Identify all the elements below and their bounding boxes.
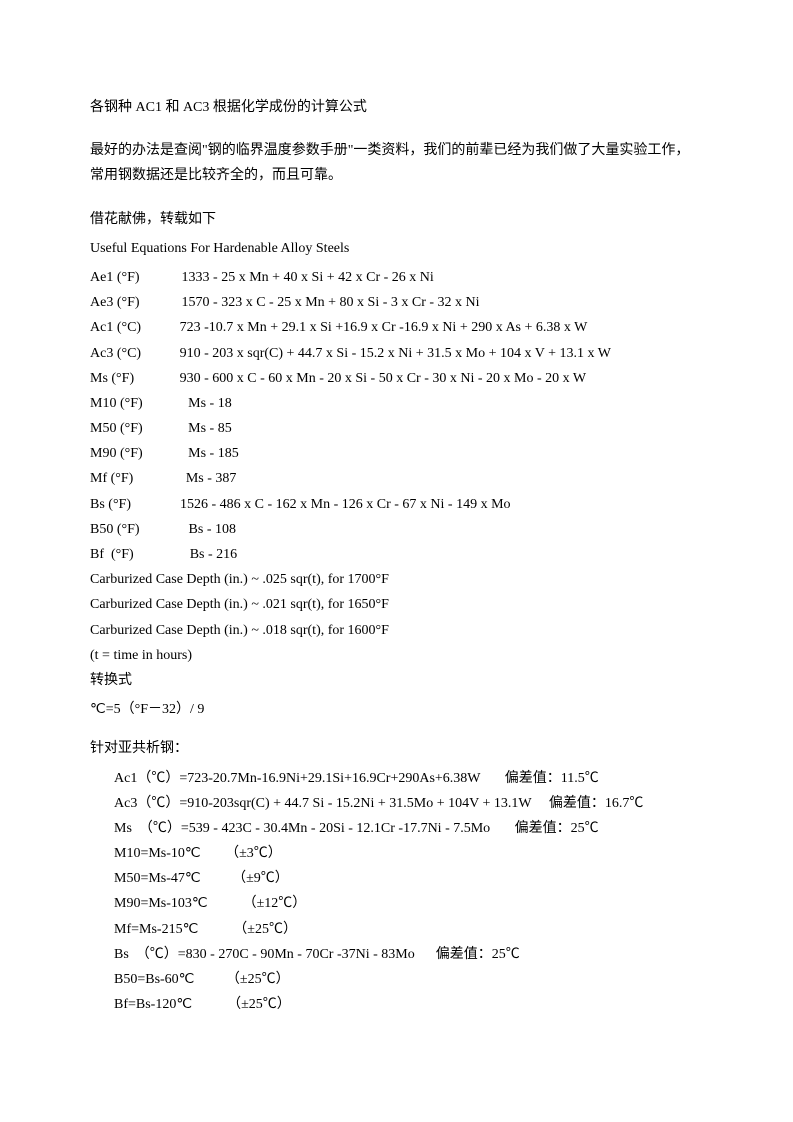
- equation-row: Mf=Ms-215℃ （±25℃）: [90, 917, 703, 942]
- equation-row: M90 (°F) Ms - 185: [90, 441, 703, 466]
- spacer: [90, 193, 703, 207]
- equation-list-fahrenheit: Ae1 (°F) 1333 - 25 x Mn + 40 x Si + 42 x…: [90, 265, 703, 668]
- subheading-useful-equations: Useful Equations For Hardenable Alloy St…: [90, 236, 703, 261]
- conversion-heading: 转换式: [90, 668, 703, 693]
- spacer: [90, 722, 703, 736]
- equation-row: Ac1（℃）=723-20.7Mn-16.9Ni+29.1Si+16.9Cr+2…: [90, 766, 703, 791]
- equation-row: Bs （℃）=830 - 270C - 90Mn - 70Cr -37Ni - …: [90, 942, 703, 967]
- equation-row: Ac3（℃）=910-203sqr(C) + 44.7 Si - 15.2Ni …: [90, 791, 703, 816]
- equation-row: Ms （℃）=539 - 423C - 30.4Mn - 20Si - 12.1…: [90, 816, 703, 841]
- document-page: 各钢种 AC1 和 AC3 根据化学成份的计算公式 最好的办法是查阅"钢的临界温…: [0, 0, 793, 1017]
- equation-row: Mf (°F) Ms - 387: [90, 466, 703, 491]
- equation-row: M90=Ms-103℃ （±12℃）: [90, 891, 703, 916]
- equation-row: Ac1 (°C) 723 -10.7 x Mn + 29.1 x Si +16.…: [90, 315, 703, 340]
- equation-row: Bs (°F) 1526 - 486 x C - 162 x Mn - 126 …: [90, 492, 703, 517]
- equation-list-celsius: Ac1（℃）=723-20.7Mn-16.9Ni+29.1Si+16.9Cr+2…: [90, 766, 703, 1018]
- equation-row: M50 (°F) Ms - 85: [90, 416, 703, 441]
- equation-row: M50=Ms-47℃ （±9℃）: [90, 866, 703, 891]
- conversion-formula: ℃=5（°F－32）/ 9: [90, 697, 703, 722]
- intro-paragraph: 最好的办法是查阅"钢的临界温度参数手册"一类资料，我们的前辈已经为我们做了大量实…: [90, 138, 703, 188]
- equation-row: Carburized Case Depth (in.) ~ .021 sqr(t…: [90, 592, 703, 617]
- equation-row: Bf (°F) Bs - 216: [90, 542, 703, 567]
- equation-row: Ac3 (°C) 910 - 203 x sqr(C) + 44.7 x Si …: [90, 341, 703, 366]
- equation-row: B50 (°F) Bs - 108: [90, 517, 703, 542]
- hypoeutectoid-heading: 针对亚共析钢：: [90, 736, 703, 761]
- equation-row: M10=Ms-10℃ （±3℃）: [90, 841, 703, 866]
- equation-row: Carburized Case Depth (in.) ~ .018 sqr(t…: [90, 618, 703, 643]
- equation-row: M10 (°F) Ms - 18: [90, 391, 703, 416]
- equation-row: Carburized Case Depth (in.) ~ .025 sqr(t…: [90, 567, 703, 592]
- equation-row: Ms (°F) 930 - 600 x C - 60 x Mn - 20 x S…: [90, 366, 703, 391]
- equation-row: (t = time in hours): [90, 643, 703, 668]
- equation-row: Ae3 (°F) 1570 - 323 x C - 25 x Mn + 80 x…: [90, 290, 703, 315]
- subheading-repost: 借花献佛，转载如下: [90, 207, 703, 232]
- spacer: [90, 124, 703, 138]
- equation-row: B50=Bs-60℃ （±25℃）: [90, 967, 703, 992]
- page-title: 各钢种 AC1 和 AC3 根据化学成份的计算公式: [90, 95, 703, 120]
- equation-row: Bf=Bs-120℃ （±25℃）: [90, 992, 703, 1017]
- equation-row: Ae1 (°F) 1333 - 25 x Mn + 40 x Si + 42 x…: [90, 265, 703, 290]
